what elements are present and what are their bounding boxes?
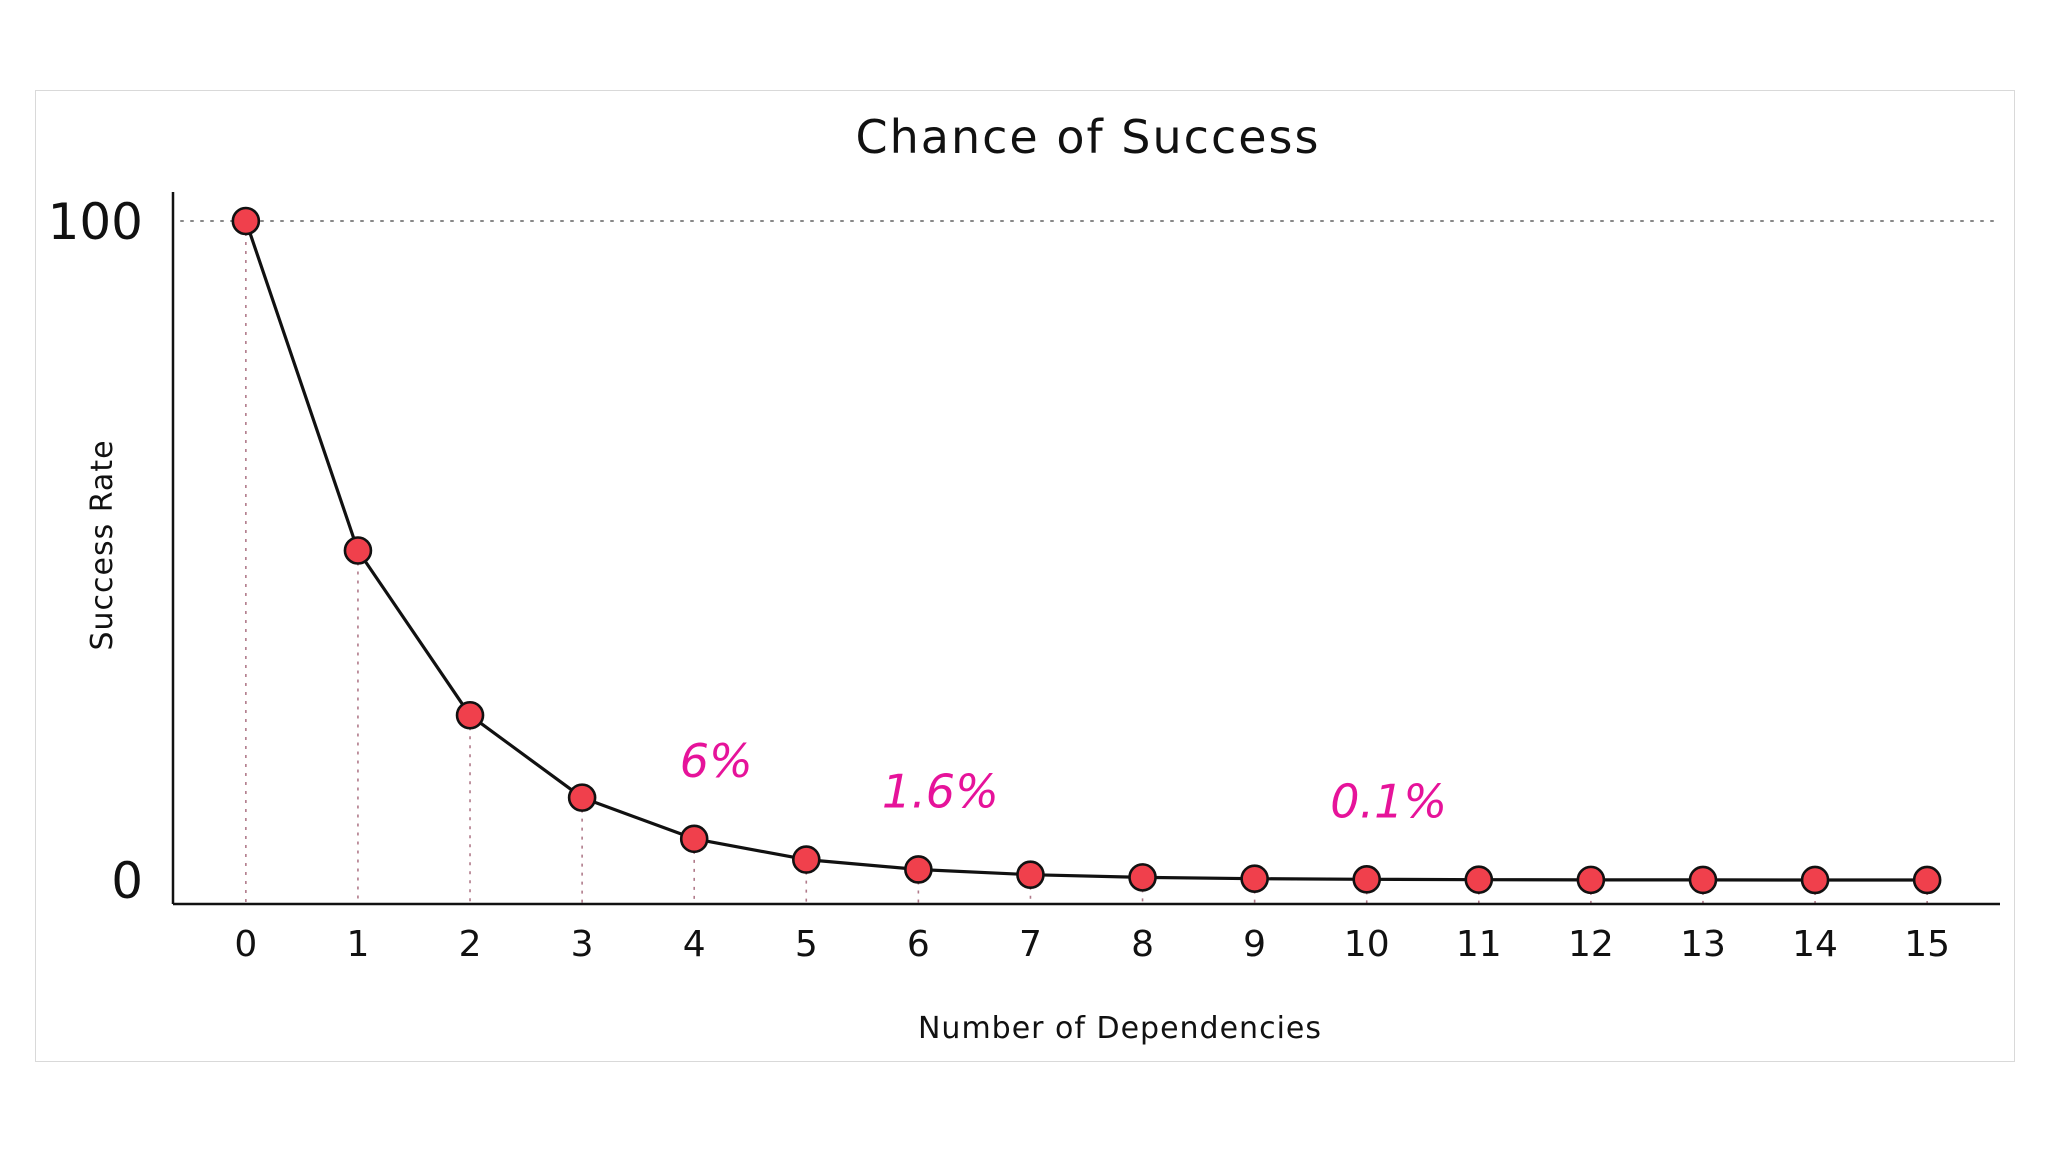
data-point: [904, 855, 933, 884]
series-line-group: [244, 219, 1929, 882]
data-point: [1128, 863, 1157, 892]
annotation-label: 0.1%: [1330, 774, 1447, 828]
data-point: [1800, 865, 1830, 895]
x-tick-label: 11: [1456, 924, 1502, 965]
data-point: [1912, 865, 1942, 895]
x-tick-label: 8: [1131, 924, 1154, 965]
data-point: [1688, 865, 1718, 895]
grid-lines: [180, 220, 2001, 904]
axes: [171, 192, 2000, 906]
data-point: [567, 783, 597, 812]
chart-frame: [35, 90, 2015, 1062]
x-tick-label: 10: [1344, 924, 1390, 965]
annotations: 6% 1.6% 0.1%: [680, 734, 1447, 829]
annotation-label: 6%: [680, 734, 753, 788]
data-points: [231, 206, 1942, 895]
x-tick-label: 9: [1243, 924, 1266, 965]
x-tick-label: 15: [1904, 924, 1950, 965]
data-point: [1352, 865, 1382, 894]
x-tick-label: 1: [346, 924, 369, 965]
x-tick-label: 2: [459, 924, 482, 965]
y-tick-labels: 0 100: [48, 193, 143, 910]
x-tick-label: 6: [907, 924, 930, 965]
x-tick-label: 14: [1792, 924, 1838, 965]
data-point: [791, 845, 821, 874]
x-tick-label: 3: [571, 924, 594, 965]
data-point: [343, 536, 373, 565]
annotation-label: 1.6%: [882, 764, 999, 818]
data-point: [1016, 860, 1045, 890]
data-point: [455, 700, 485, 730]
x-axis-label: Number of Dependencies: [918, 1011, 1322, 1046]
x-tick-label: 12: [1568, 924, 1614, 965]
y-axis-label: Success Rate: [85, 439, 120, 650]
x-tick-labels: 0 1 2 3 4 5 6 7 8 9 10 11 12 13 14 15: [234, 924, 1950, 965]
x-tick-label: 0: [234, 924, 257, 965]
x-tick-label: 4: [683, 924, 706, 965]
y-tick-label: 100: [48, 193, 143, 251]
chart-title: Chance of Success: [856, 110, 1321, 164]
data-point: [1464, 865, 1494, 894]
x-tick-label: 5: [795, 924, 818, 965]
x-tick-label: 13: [1680, 924, 1726, 965]
data-point: [1240, 864, 1269, 893]
series-line: [244, 219, 1929, 882]
y-tick-label: 0: [111, 852, 143, 910]
data-point: [1576, 865, 1606, 895]
data-point: [679, 824, 709, 854]
data-point: [231, 206, 261, 236]
x-tick-label: 7: [1019, 924, 1042, 965]
